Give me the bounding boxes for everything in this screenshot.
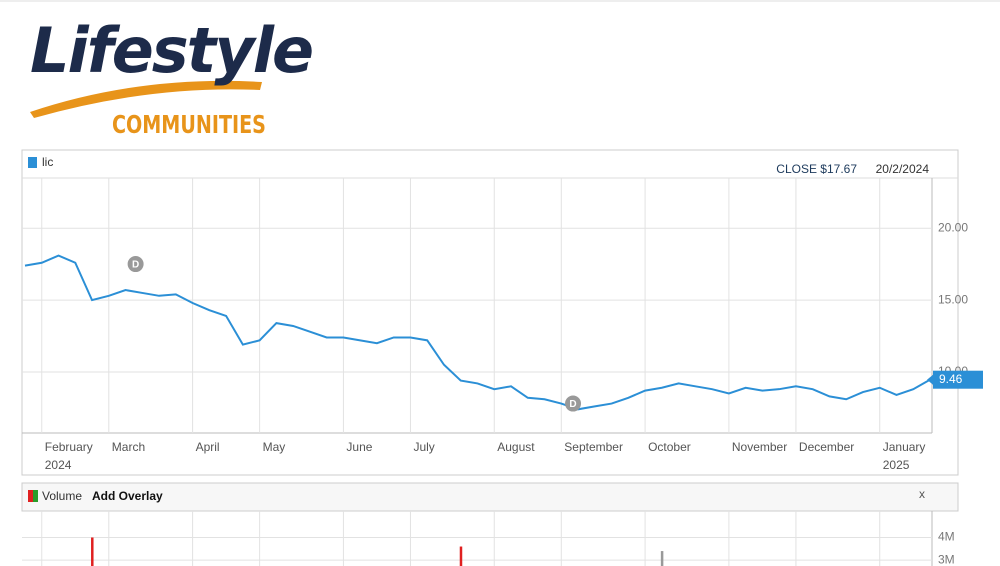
add-overlay[interactable]: Add Overlay (92, 489, 163, 503)
x-tick-label: August (497, 440, 535, 454)
x-tick-label: May (262, 440, 286, 454)
volume-swatch-green (33, 490, 38, 502)
volume-bar (660, 551, 664, 566)
x-tick-label: June (346, 440, 373, 454)
dividend-label: D (132, 260, 139, 271)
x-tick-label: April (195, 440, 220, 454)
volume-label: Volume (42, 489, 82, 503)
legend-name: lic (42, 155, 53, 169)
price-line (24, 254, 931, 411)
volume-header (21, 482, 959, 512)
x-tick-label: November (731, 440, 788, 454)
y-tick-label: 20.00 (938, 220, 968, 234)
close-button[interactable]: x (919, 487, 925, 501)
x-tick-label: January 2025 (882, 440, 926, 472)
x-tick-label: February 2024 (44, 440, 93, 472)
volume-swatch-red (28, 490, 33, 502)
x-tick-label: October (648, 440, 691, 454)
logo-subtitle: COMMUNITIES (112, 110, 266, 139)
price-panel (21, 149, 959, 476)
last-value-box (933, 370, 983, 389)
volume-tick-label: 3M (938, 552, 955, 566)
x-tick-label: September (564, 440, 623, 454)
x-tick-label: December (798, 440, 855, 454)
date-label: 20/2/2024 (876, 162, 930, 176)
last-value-pointer (927, 374, 933, 385)
volume-bar (91, 537, 94, 566)
logo-title: Lifestyle (30, 14, 314, 87)
logo-swoosh (30, 80, 262, 118)
volume-bar (459, 546, 463, 566)
y-tick-label: 15.00 (938, 292, 968, 306)
dividend-label: D (569, 399, 576, 410)
dividend-marker (127, 256, 144, 273)
x-tick-label: March (111, 440, 146, 454)
volume-tick-label: 4M (938, 530, 955, 544)
legend-swatch (28, 157, 37, 168)
last-value-label: 9.46 (939, 372, 963, 386)
x-tick-label: July (413, 440, 435, 454)
close-label: CLOSE $17.67 (776, 162, 857, 176)
dividend-marker (565, 395, 582, 412)
